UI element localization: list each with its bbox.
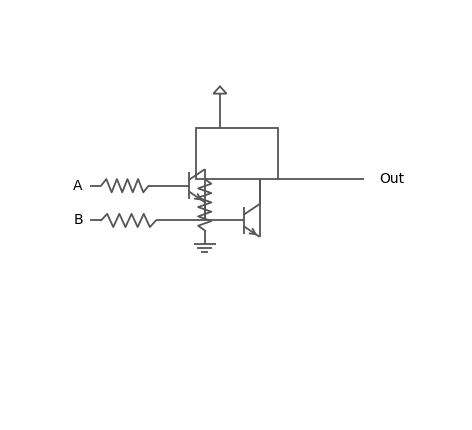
Bar <box>196 128 278 179</box>
Text: Out: Out <box>379 172 404 186</box>
Text: B: B <box>73 213 83 227</box>
Text: A: A <box>73 179 83 193</box>
